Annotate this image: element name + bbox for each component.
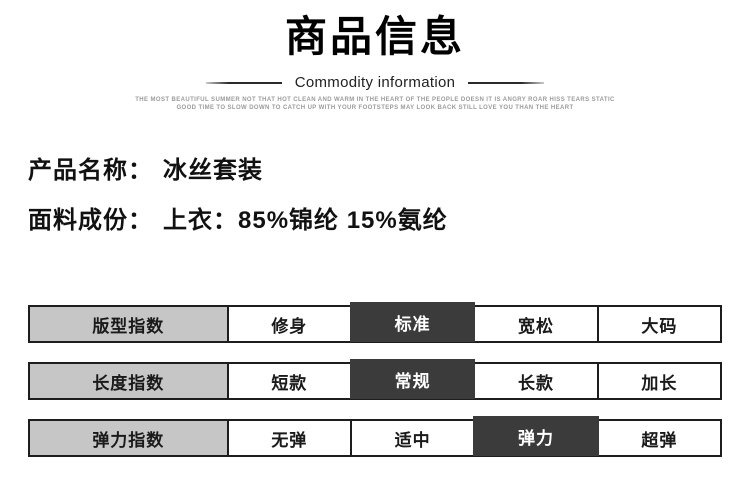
fabric-label: 面料成份： bbox=[28, 206, 153, 234]
product-name-label: 产品名称： bbox=[28, 156, 153, 184]
selected-option-sticker: 标准 bbox=[349, 302, 476, 342]
option-cell: 修身 bbox=[226, 307, 350, 341]
option-cell: 大码 bbox=[596, 307, 721, 341]
option-cell: 长款 bbox=[473, 364, 597, 398]
page-title: 商品信息 bbox=[284, 13, 465, 60]
row-header-cell: 版型指数 bbox=[30, 307, 227, 341]
option-cell: 宽松 bbox=[473, 307, 597, 341]
option-cell-selected: 常规 bbox=[349, 359, 476, 399]
row-header-cell: 弹力指数 bbox=[30, 421, 227, 455]
index-row: 版型指数 修身 标准 宽松 大码 bbox=[28, 302, 722, 343]
option-cell-selected: 标准 bbox=[349, 302, 476, 342]
option-cell: 适中 bbox=[349, 421, 474, 455]
tagline-line-2: GOOD TIME TO SLOW DOWN TO CATCH UP WITH … bbox=[176, 105, 574, 112]
option-cell: 短款 bbox=[226, 364, 350, 398]
tagline: THE MOST BEAUTIFUL SUMMER NOT THAT HOT C… bbox=[0, 96, 750, 112]
selected-option-sticker: 常规 bbox=[349, 359, 476, 399]
index-table: 版型指数 修身 标准 宽松 大码 长度指数 短款 常规 长款 加长 弹力指数 无弹 适中 弹力 超弹 bbox=[28, 302, 722, 476]
page-header: 商品信息 Commodity information THE MOST BEAU… bbox=[0, 13, 750, 112]
option-cell: 超弹 bbox=[596, 421, 721, 455]
index-row: 长度指数 短款 常规 长款 加长 bbox=[28, 359, 722, 400]
fabric-row: 面料成份： 上衣：85%锦纶 15%氨纶 bbox=[28, 200, 448, 234]
option-cell: 加长 bbox=[596, 364, 721, 398]
row-header-cell: 长度指数 bbox=[30, 364, 227, 398]
option-cell-selected: 弹力 bbox=[473, 416, 599, 456]
subtitle-divider-right bbox=[468, 81, 545, 84]
product-info-section: 产品名称： 冰丝套装 面料成份： 上衣：85%锦纶 15%氨纶 bbox=[28, 150, 448, 234]
subtitle: Commodity information bbox=[294, 74, 456, 92]
index-row: 弹力指数 无弹 适中 弹力 超弹 bbox=[28, 416, 722, 457]
subtitle-row: Commodity information bbox=[0, 74, 750, 91]
product-name-row: 产品名称： 冰丝套装 bbox=[28, 150, 448, 184]
product-name-value: 冰丝套装 bbox=[163, 156, 263, 184]
fabric-value: 上衣：85%锦纶 15%氨纶 bbox=[163, 206, 448, 234]
tagline-line-1: THE MOST BEAUTIFUL SUMMER NOT THAT HOT C… bbox=[135, 97, 615, 104]
selected-option-sticker: 弹力 bbox=[473, 416, 599, 456]
option-cell: 无弹 bbox=[226, 421, 350, 455]
subtitle-divider-left bbox=[205, 81, 282, 84]
